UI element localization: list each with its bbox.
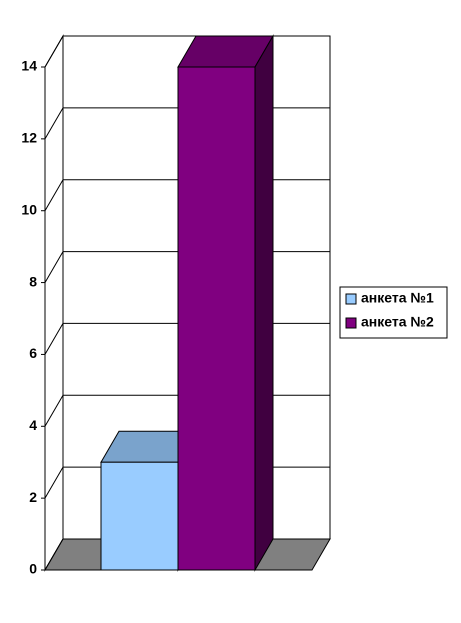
legend-label: анкета №2: [361, 314, 434, 330]
bar: [177, 66, 256, 571]
side-wall: [44, 34, 64, 572]
y-tick-label: 14: [21, 58, 37, 74]
y-tick-label: 6: [29, 345, 37, 361]
legend-swatch: [345, 293, 357, 305]
legend-label: анкета №1: [361, 290, 434, 306]
bar: [100, 461, 179, 571]
y-tick-label: 0: [29, 561, 37, 577]
y-tick-label: 2: [29, 489, 37, 505]
legend: [339, 286, 448, 339]
y-tick-label: 4: [29, 417, 37, 433]
y-tick-label: 10: [21, 201, 37, 217]
legend-swatch: [345, 317, 357, 329]
y-tick-label: 12: [21, 130, 37, 146]
y-tick-label: 8: [29, 273, 37, 289]
bar-side: [254, 34, 274, 572]
